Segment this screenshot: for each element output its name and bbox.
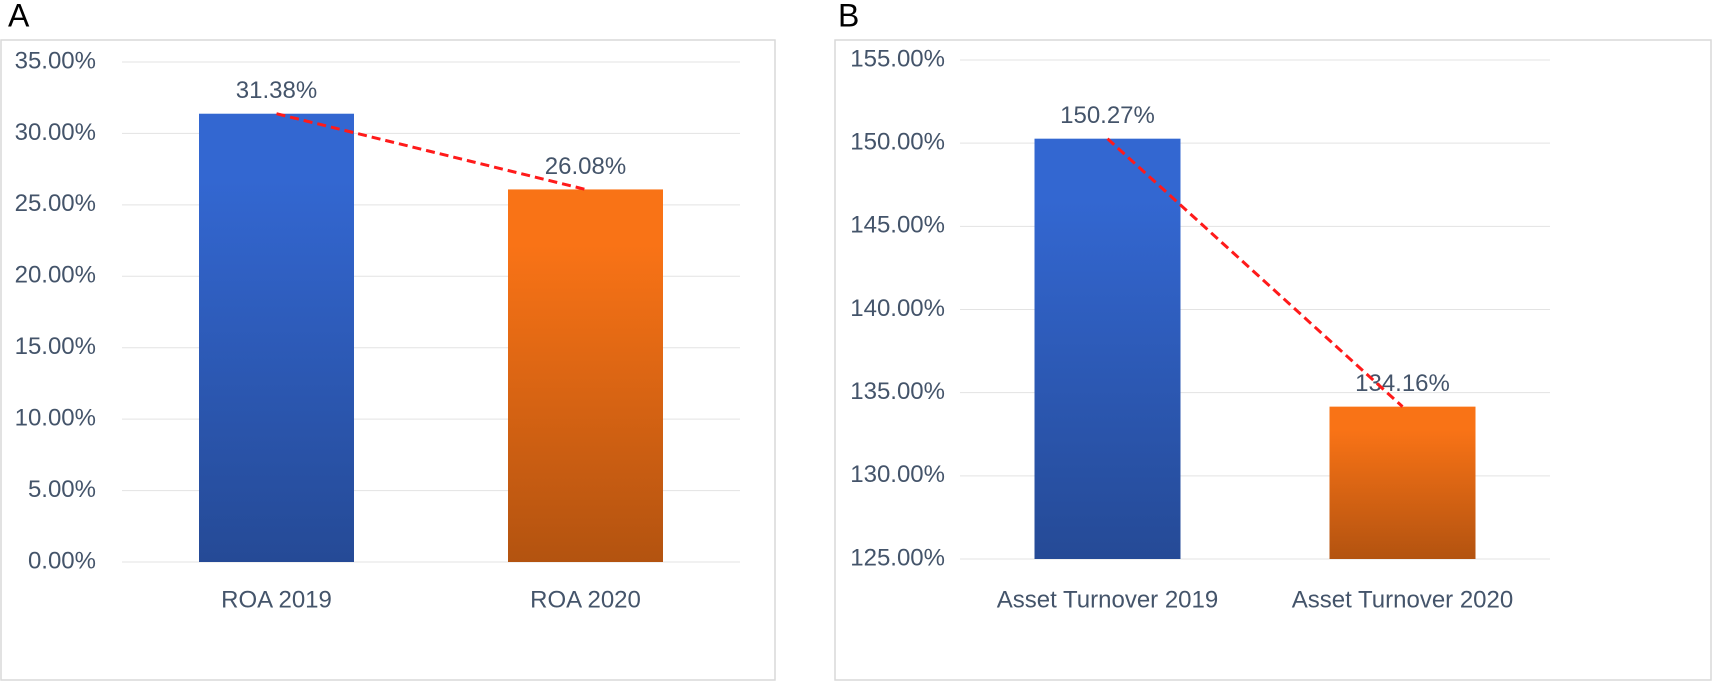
y-tick-label: 125.00% [850, 544, 945, 571]
bar [1034, 138, 1181, 559]
value-label: 26.08% [545, 153, 626, 180]
x-tick-label: ROA 2019 [221, 586, 332, 613]
y-tick-label: 10.00% [15, 404, 96, 431]
x-tick-label: Asset Turnover 2020 [1292, 586, 1513, 613]
y-tick-label: 25.00% [15, 190, 96, 217]
y-tick-label: 20.00% [15, 262, 96, 289]
y-tick-label: 155.00% [850, 45, 945, 72]
y-tick-label: 5.00% [28, 476, 96, 503]
y-tick-label: 35.00% [15, 47, 96, 74]
bar [1329, 406, 1476, 559]
panel-frame [834, 39, 1712, 681]
y-tick-label: 135.00% [850, 378, 945, 405]
bar [199, 113, 354, 562]
x-tick-label: ROA 2020 [530, 586, 641, 613]
panel-frame [0, 39, 776, 681]
y-tick-label: 15.00% [15, 333, 96, 360]
panel-label: B [838, 0, 859, 33]
value-label: 134.16% [1355, 370, 1450, 397]
x-tick-label: Asset Turnover 2019 [997, 586, 1218, 613]
trend-line [276, 112, 586, 191]
y-tick-label: 150.00% [850, 129, 945, 156]
bar [508, 189, 663, 562]
y-tick-label: 145.00% [850, 212, 945, 239]
y-tick-label: 30.00% [15, 119, 96, 146]
y-tick-label: 0.00% [28, 547, 96, 574]
value-label: 150.27% [1060, 102, 1155, 129]
trend-line [1106, 137, 1404, 408]
y-tick-label: 130.00% [850, 461, 945, 488]
y-tick-label: 140.00% [850, 295, 945, 322]
panel-label: A [8, 0, 30, 33]
value-label: 31.38% [236, 77, 317, 104]
